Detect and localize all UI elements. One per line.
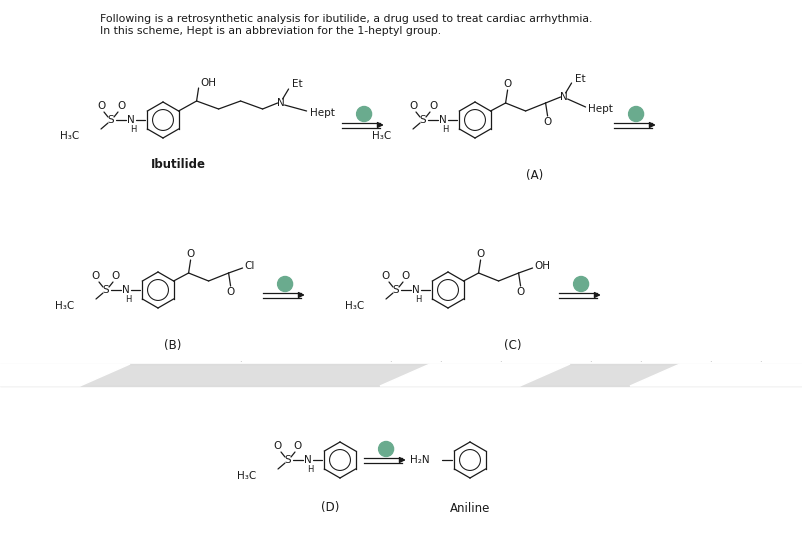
Text: .: . (759, 356, 761, 365)
Bar (0, 364, 802, 386)
Text: N: N (439, 115, 447, 125)
Text: Et: Et (292, 79, 302, 89)
Circle shape (379, 442, 394, 456)
Text: .: . (389, 356, 391, 365)
Text: O: O (516, 287, 525, 297)
Text: O: O (382, 271, 390, 281)
Text: O: O (186, 249, 195, 259)
Text: .: . (709, 356, 711, 365)
Text: (D): (D) (321, 501, 339, 514)
Text: O: O (273, 441, 282, 451)
Text: OH: OH (200, 78, 217, 88)
Text: S: S (419, 115, 427, 125)
Polygon shape (380, 364, 570, 386)
Circle shape (277, 276, 293, 292)
Text: H: H (125, 294, 132, 304)
Text: H₃C: H₃C (345, 301, 364, 311)
Text: Hept: Hept (310, 108, 334, 118)
Text: S: S (103, 285, 109, 295)
Text: 2: 2 (633, 109, 639, 119)
Circle shape (573, 276, 589, 292)
Text: (B): (B) (164, 339, 182, 352)
Text: O: O (97, 101, 105, 111)
Text: 5: 5 (383, 444, 389, 454)
Text: O: O (429, 101, 437, 111)
Text: O: O (544, 117, 552, 127)
Text: O: O (294, 441, 302, 451)
Text: Aniline: Aniline (450, 501, 490, 514)
Text: O: O (504, 79, 512, 89)
Text: (C): (C) (504, 339, 522, 352)
Text: S: S (393, 285, 399, 295)
Text: Ibutilide: Ibutilide (151, 158, 205, 171)
Text: S: S (285, 455, 291, 465)
Text: N: N (277, 98, 285, 108)
Text: H: H (130, 125, 136, 133)
Text: N: N (412, 285, 420, 295)
Text: H: H (307, 464, 314, 474)
Text: O: O (111, 271, 120, 281)
Text: Following is a retrosynthetic analysis for ibutilide, a drug used to treat cardi: Following is a retrosynthetic analysis f… (100, 14, 593, 24)
Text: N: N (560, 92, 568, 102)
Text: O: O (92, 271, 100, 281)
Text: H₃C: H₃C (60, 131, 79, 141)
Text: H₃C: H₃C (237, 471, 256, 481)
Text: Hept: Hept (588, 104, 613, 114)
Text: O: O (226, 287, 235, 297)
Circle shape (357, 106, 371, 121)
Text: H₂N: H₂N (411, 455, 430, 465)
Text: N: N (304, 455, 312, 465)
Text: In this scheme, Hept is an abbreviation for the 1-heptyl group.: In this scheme, Hept is an abbreviation … (100, 26, 441, 36)
Text: H: H (442, 125, 448, 133)
Circle shape (629, 106, 643, 121)
Text: H₃C: H₃C (55, 301, 74, 311)
Polygon shape (630, 364, 802, 386)
Text: Et: Et (574, 74, 585, 84)
Text: 4: 4 (578, 280, 585, 288)
Text: .: . (439, 356, 441, 365)
Text: 1: 1 (361, 109, 367, 119)
Text: N: N (122, 285, 130, 295)
Text: .: . (638, 356, 642, 365)
Text: .: . (239, 356, 241, 365)
Text: H₃C: H₃C (372, 131, 391, 141)
Text: 3: 3 (282, 280, 288, 288)
Text: Cl: Cl (245, 261, 255, 271)
Text: .: . (589, 356, 591, 365)
Text: O: O (402, 271, 410, 281)
Polygon shape (0, 364, 130, 386)
Text: O: O (409, 101, 417, 111)
Text: (A): (A) (526, 169, 544, 182)
Text: O: O (476, 249, 484, 259)
Text: S: S (107, 115, 115, 125)
Text: N: N (128, 115, 135, 125)
Text: OH: OH (535, 261, 551, 271)
Text: H: H (415, 294, 421, 304)
Text: O: O (117, 101, 125, 111)
Text: .: . (499, 356, 501, 365)
